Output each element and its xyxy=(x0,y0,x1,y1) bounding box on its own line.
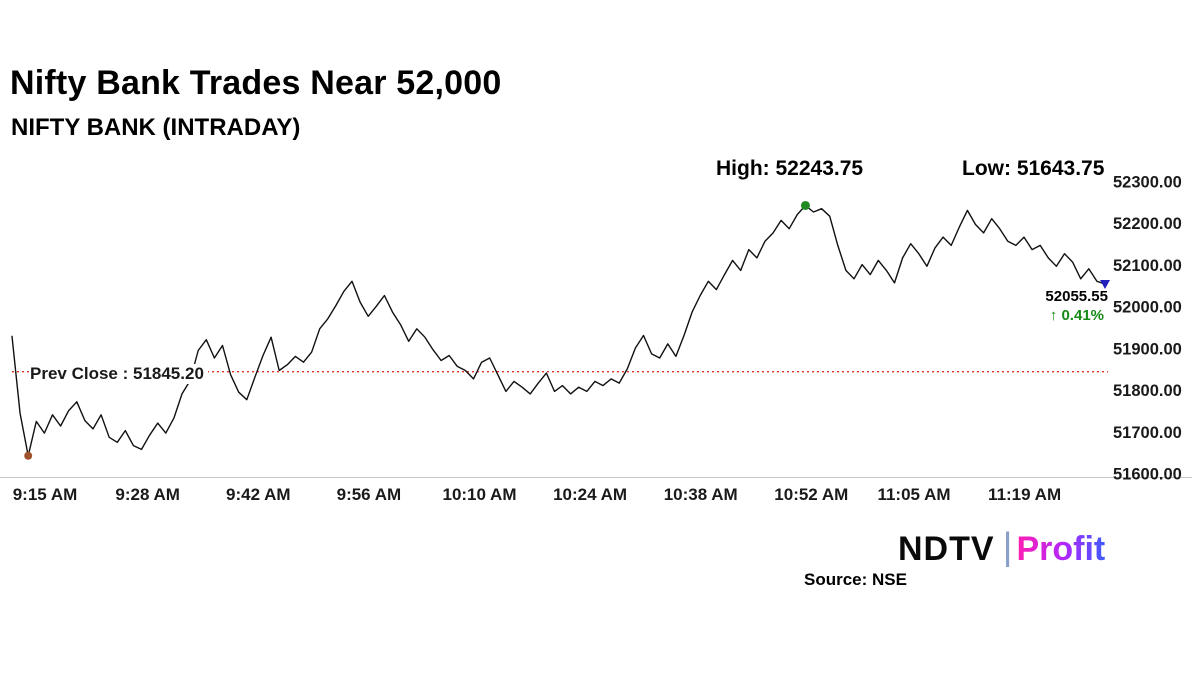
y-tick-label: 52200.00 xyxy=(1113,215,1182,233)
y-tick-label: 51600.00 xyxy=(1113,466,1182,484)
page-title: Nifty Bank Trades Near 52,000 xyxy=(10,64,502,102)
change-percent-label: ↑ 0.41% xyxy=(1049,307,1104,324)
chart-subtitle: NIFTY BANK (INTRADAY) xyxy=(11,114,301,141)
x-tick-label: 9:56 AM xyxy=(337,485,402,504)
x-tick-label: 10:38 AM xyxy=(664,485,738,504)
y-tick-label: 51800.00 xyxy=(1113,382,1182,400)
profit-logo-text: Profit xyxy=(1016,530,1106,568)
price-line xyxy=(11,204,1106,457)
logo-divider: | xyxy=(1002,526,1013,568)
ndtv-profit-logo: NDTV | Profit xyxy=(898,526,1106,571)
y-tick-label: 52100.00 xyxy=(1113,257,1182,275)
x-tick-label: 9:15 AM xyxy=(13,485,78,504)
high-value-label: High: 52243.75 xyxy=(716,157,864,180)
last-marker xyxy=(1100,279,1110,289)
x-tick-label: 11:05 AM xyxy=(877,485,950,504)
ndtv-logo-text: NDTV xyxy=(898,530,995,568)
low-marker xyxy=(24,451,33,460)
x-tick-label: 9:42 AM xyxy=(226,485,291,504)
last-price-label: 52055.55 xyxy=(1045,288,1108,305)
x-tick-label: 10:24 AM xyxy=(553,485,627,504)
x-tick-label: 10:52 AM xyxy=(774,485,848,504)
prev-close-label: Prev Close : 51845.20 xyxy=(30,364,208,384)
x-tick-label: 10:10 AM xyxy=(442,485,516,504)
y-tick-label: 51900.00 xyxy=(1113,340,1182,358)
source-label: Source: NSE xyxy=(804,570,907,589)
y-tick-label: 51700.00 xyxy=(1113,424,1182,442)
y-tick-label: 52000.00 xyxy=(1113,299,1182,317)
y-tick-label: 52300.00 xyxy=(1113,174,1182,192)
high-marker xyxy=(800,200,810,210)
x-tick-label: 11:19 AM xyxy=(988,485,1061,504)
low-value-label: Low: 51643.75 xyxy=(962,157,1105,180)
x-tick-label: 9:28 AM xyxy=(115,485,180,504)
